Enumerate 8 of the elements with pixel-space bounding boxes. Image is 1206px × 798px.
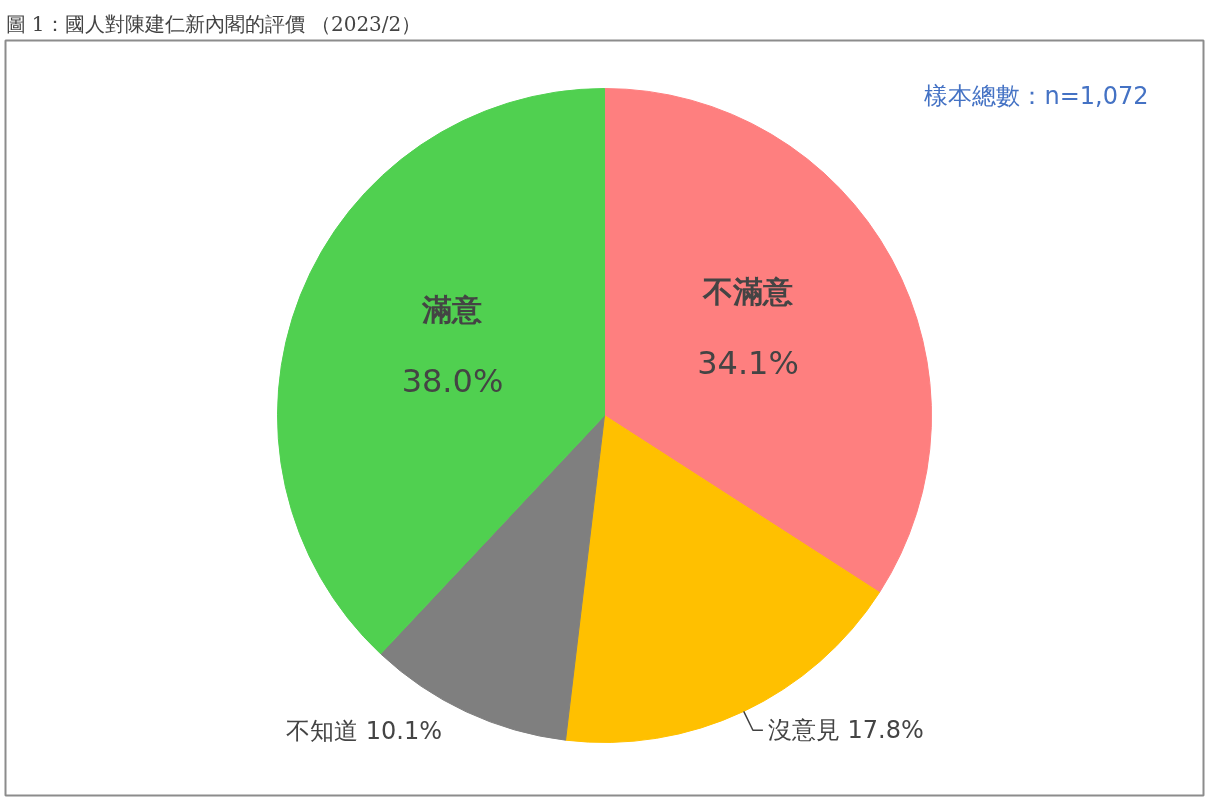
slice-label: 滿意 — [421, 291, 484, 327]
data-label: 38.0% — [401, 362, 504, 401]
slice-label: 沒意見 17.8% — [767, 716, 924, 745]
text: 樣本總數：n=1,072 — [924, 81, 1149, 110]
chart-title: 圖 1：國人對陳建仁新內閣的評價 （2023/2） — [5, 11, 422, 36]
slice-label: 不滿意 — [702, 273, 795, 309]
data-label: 34.1% — [697, 344, 799, 383]
slice-label: 不知道 10.1% — [286, 716, 443, 745]
